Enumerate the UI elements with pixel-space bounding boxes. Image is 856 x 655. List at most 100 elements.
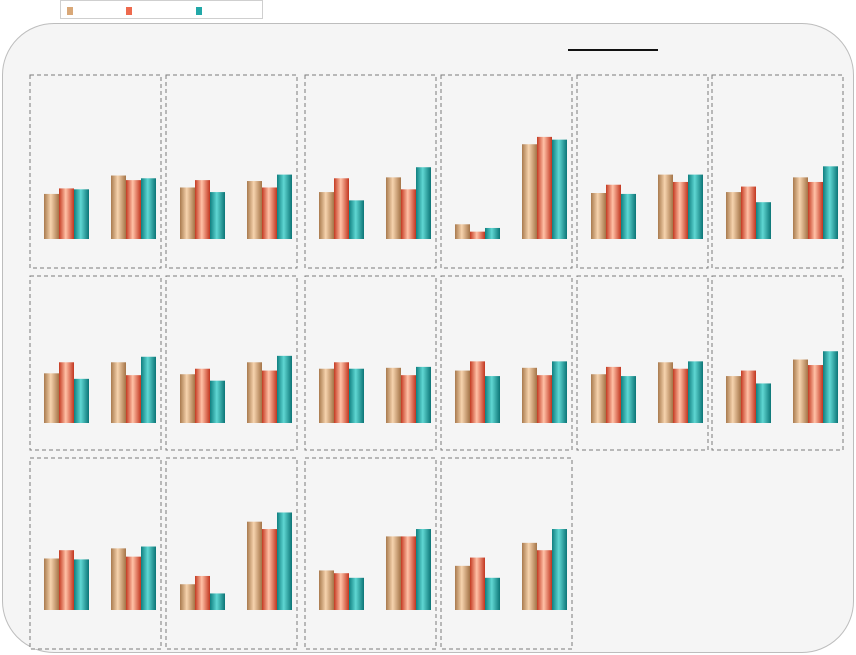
bar bbox=[210, 593, 225, 610]
bar bbox=[552, 139, 567, 239]
bar bbox=[111, 175, 126, 239]
bar bbox=[74, 189, 89, 239]
bar bbox=[59, 550, 74, 610]
facet-frame bbox=[165, 74, 298, 269]
facet-1 bbox=[29, 74, 162, 269]
bar bbox=[262, 370, 277, 423]
title-underline bbox=[568, 49, 658, 51]
bar bbox=[141, 356, 156, 423]
bar bbox=[591, 193, 606, 239]
facet-15 bbox=[304, 457, 437, 650]
bar bbox=[793, 359, 808, 423]
bar bbox=[756, 383, 771, 423]
bar bbox=[621, 193, 636, 239]
bar bbox=[808, 365, 823, 423]
bar bbox=[552, 361, 567, 423]
facet-11 bbox=[576, 275, 709, 451]
bar bbox=[319, 368, 334, 423]
bar bbox=[59, 188, 74, 239]
facets bbox=[29, 74, 844, 650]
facet-frame bbox=[304, 275, 437, 451]
bar bbox=[386, 177, 401, 239]
bar bbox=[141, 178, 156, 239]
bar bbox=[808, 181, 823, 239]
bar bbox=[210, 380, 225, 423]
bar bbox=[44, 373, 59, 423]
bar bbox=[485, 577, 500, 610]
facet-13 bbox=[29, 457, 162, 650]
bar bbox=[319, 192, 334, 239]
bar bbox=[180, 187, 195, 239]
legend-swatch-series-3 bbox=[196, 7, 202, 15]
facet-3 bbox=[304, 74, 437, 269]
bar bbox=[180, 584, 195, 610]
facet-4 bbox=[440, 74, 573, 269]
bar bbox=[741, 370, 756, 423]
bar bbox=[485, 376, 500, 423]
facet-12 bbox=[711, 275, 844, 451]
bar bbox=[756, 202, 771, 239]
bar bbox=[793, 177, 808, 239]
bar bbox=[262, 529, 277, 610]
bar bbox=[673, 368, 688, 423]
bar bbox=[522, 144, 537, 239]
bar bbox=[141, 546, 156, 610]
bar bbox=[673, 181, 688, 239]
bar bbox=[74, 559, 89, 610]
bar bbox=[195, 575, 210, 610]
bar bbox=[111, 548, 126, 610]
bar bbox=[74, 378, 89, 423]
bar bbox=[386, 367, 401, 423]
legend-swatch-series-2 bbox=[126, 7, 132, 15]
bar bbox=[277, 355, 292, 423]
bar bbox=[195, 180, 210, 239]
bar bbox=[658, 174, 673, 239]
bar bbox=[688, 361, 703, 423]
bar bbox=[726, 192, 741, 239]
facet-8 bbox=[165, 275, 298, 451]
bar bbox=[111, 362, 126, 423]
bar bbox=[522, 542, 537, 610]
bar bbox=[401, 189, 416, 239]
bar bbox=[621, 376, 636, 423]
bar bbox=[180, 374, 195, 423]
bar bbox=[470, 231, 485, 239]
bar bbox=[59, 362, 74, 423]
bar bbox=[537, 375, 552, 423]
facet-frame bbox=[29, 74, 162, 269]
bar bbox=[522, 367, 537, 423]
bar bbox=[262, 187, 277, 239]
facet-9 bbox=[304, 275, 437, 451]
bar bbox=[537, 136, 552, 239]
bar bbox=[658, 362, 673, 423]
legend-swatch-series-1 bbox=[67, 7, 73, 15]
facet-frame bbox=[576, 74, 709, 269]
facet-14 bbox=[165, 457, 298, 650]
bar bbox=[277, 512, 292, 610]
facet-5 bbox=[576, 74, 709, 269]
facet-7 bbox=[29, 275, 162, 451]
bar bbox=[44, 193, 59, 239]
bar bbox=[349, 200, 364, 239]
bar bbox=[823, 166, 838, 239]
legend bbox=[60, 0, 263, 19]
bar bbox=[277, 174, 292, 239]
bar bbox=[537, 550, 552, 610]
facet-frame bbox=[29, 457, 162, 650]
bar bbox=[126, 375, 141, 423]
bar bbox=[416, 529, 431, 610]
bar bbox=[349, 577, 364, 610]
bar bbox=[126, 180, 141, 239]
bar bbox=[401, 536, 416, 610]
bar bbox=[126, 556, 141, 610]
bar bbox=[349, 368, 364, 423]
bar bbox=[334, 178, 349, 239]
bar bbox=[247, 181, 262, 239]
bar bbox=[470, 557, 485, 610]
bar bbox=[606, 184, 621, 239]
bar bbox=[334, 362, 349, 423]
bar bbox=[470, 361, 485, 423]
facet-6 bbox=[711, 74, 844, 269]
bar bbox=[210, 192, 225, 239]
bar bbox=[386, 536, 401, 610]
